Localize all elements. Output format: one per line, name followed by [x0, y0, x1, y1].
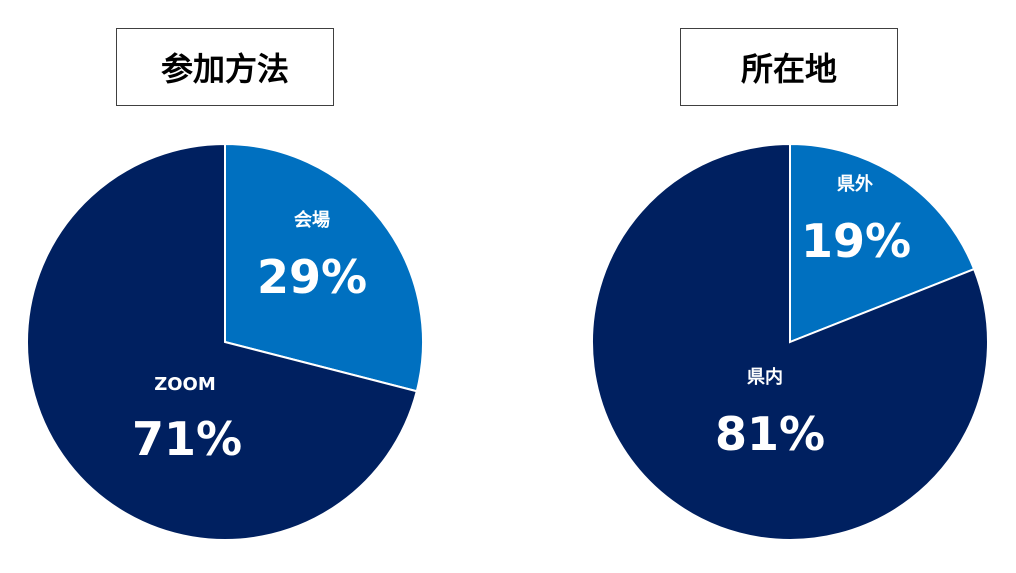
slice-percent-label-participation-method-0: 29% [257, 250, 367, 304]
slice-percent-label-location-1: 81% [715, 407, 825, 461]
slice-percent-label-participation-method-1: 71% [132, 412, 242, 466]
slice-percent-label-location-0: 19% [801, 214, 911, 268]
pie-slice-participation-method-0 [224, 142, 424, 393]
slice-category-label-location-0: 県外 [837, 173, 873, 195]
pie-slice-location-0 [789, 142, 976, 344]
slice-category-label-participation-method-1: ZOOM [154, 374, 216, 395]
chart-title-location: 所在地 [680, 28, 898, 106]
pie-slice-participation-method-1 [26, 142, 418, 541]
pie-slice-location-1 [591, 142, 989, 541]
slice-category-label-location-1: 県内 [747, 366, 783, 388]
chart-title-participation-method: 参加方法 [116, 28, 334, 106]
slice-category-label-participation-method-0: 会場 [294, 209, 330, 231]
